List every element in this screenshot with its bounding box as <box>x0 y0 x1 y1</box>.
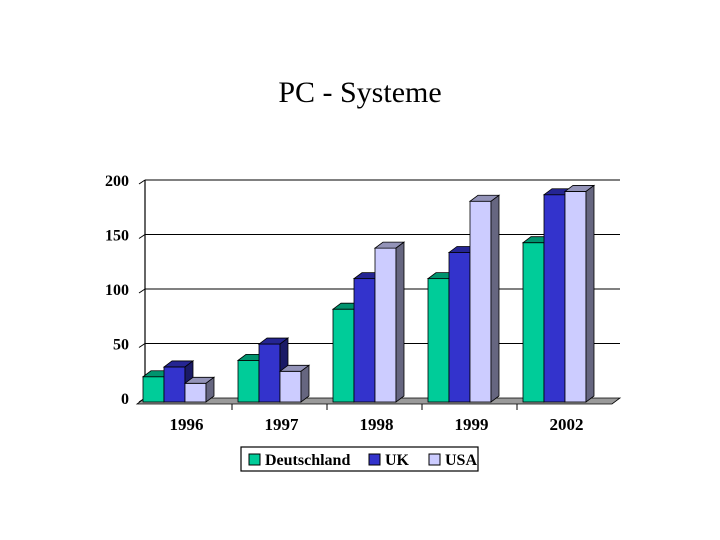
y-tick-mark <box>138 179 146 185</box>
bar-uk-1999 <box>448 252 471 403</box>
legend-swatch-uk <box>368 453 381 466</box>
slide-title: PC - Systeme <box>278 76 442 109</box>
legend-label-usa: USA <box>445 452 477 469</box>
x-category-label: 1996 <box>170 415 204 434</box>
bar-uk-1996 <box>163 366 186 403</box>
bar-deutschland-1997 <box>237 359 260 403</box>
y-tick-label: 0 <box>121 391 129 408</box>
x-category-label: 1998 <box>360 415 394 434</box>
bar-usa-1999 <box>469 200 492 403</box>
bar-side-usa-1999 <box>490 194 500 403</box>
legend-swatch-usa <box>428 453 441 466</box>
y-tick-label: 100 <box>105 282 129 299</box>
bar-deutschland-1999 <box>427 278 450 403</box>
x-category-label: 1999 <box>455 415 489 434</box>
bar-side-usa-1996 <box>205 376 215 403</box>
bar-side-usa-1997 <box>300 364 310 403</box>
y-tick-mark <box>138 343 146 348</box>
legend-swatch-deutschland <box>248 453 261 466</box>
bar-usa-1997 <box>279 370 302 403</box>
bar-usa-1996 <box>184 382 207 403</box>
bar-deutschland-2002 <box>522 242 545 403</box>
bar-usa-1998 <box>374 247 397 403</box>
y-tick-label: 150 <box>105 228 129 245</box>
y-tick-label: 50 <box>113 337 129 354</box>
bar-uk-2002 <box>543 194 566 403</box>
x-category-labels: 1996 1997 1998 1999 2002 <box>170 404 584 434</box>
legend-label-uk: UK <box>385 452 410 469</box>
bar-uk-1997 <box>258 343 281 403</box>
x-category-label: 1997 <box>265 415 300 434</box>
bars-layer <box>141 184 596 403</box>
bar-uk-1998 <box>353 278 376 403</box>
bar-side-usa-2002 <box>585 184 595 403</box>
y-tick-mark <box>138 234 146 239</box>
bar-deutschland-1996 <box>142 376 165 403</box>
legend-label-deutschland: Deutschland <box>265 452 350 469</box>
x-category-label: 2002 <box>550 415 584 434</box>
y-tick-label: 200 <box>105 173 129 190</box>
legend: Deutschland UK USA <box>240 446 479 472</box>
bar-side-usa-1998 <box>395 241 405 403</box>
bar-usa-2002 <box>564 191 587 403</box>
y-tick-mark <box>138 288 146 294</box>
bar-deutschland-1998 <box>332 308 355 403</box>
y-tick-labels: 0 50 100 150 200 <box>105 173 129 408</box>
